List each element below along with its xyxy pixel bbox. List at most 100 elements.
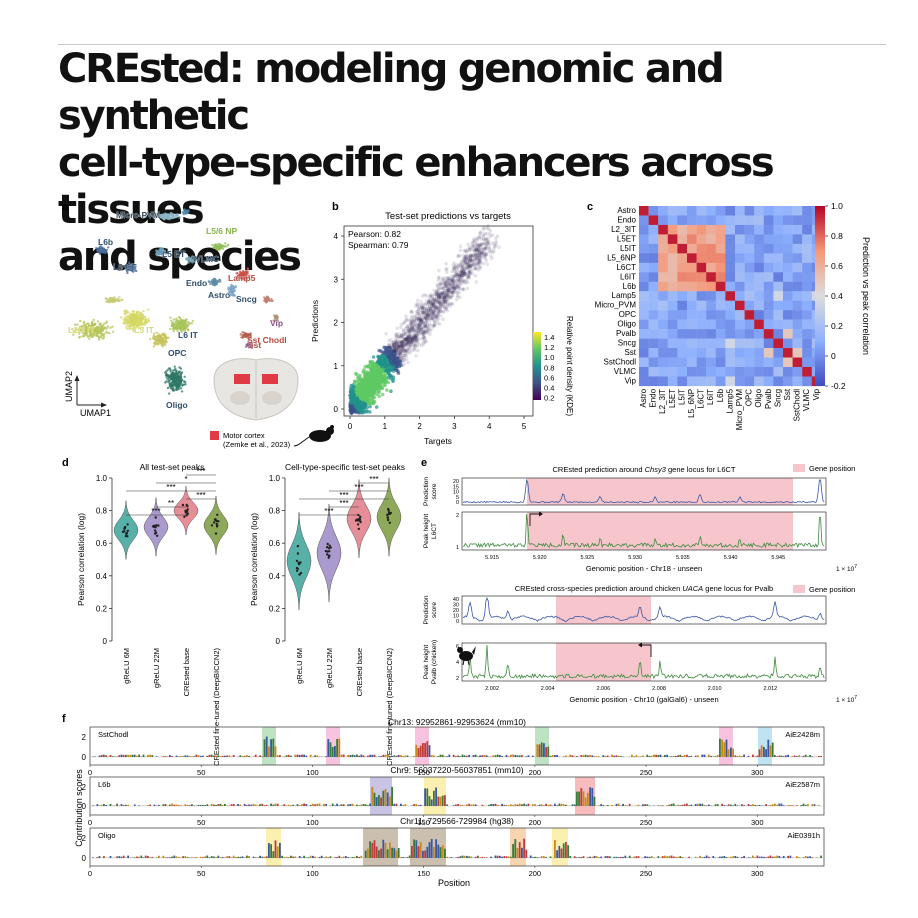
heatmap-col-label: SstChodl bbox=[793, 389, 802, 422]
heatmap-cell bbox=[658, 310, 668, 320]
motor-cortex-swatch bbox=[210, 431, 219, 440]
violin-y-label: Pearson correlation (log) bbox=[249, 513, 259, 606]
heatmap-cell bbox=[648, 376, 659, 387]
scatter-point bbox=[483, 253, 488, 257]
scatter-point bbox=[415, 326, 420, 331]
motor-cortex-label: Motor cortex bbox=[223, 431, 265, 440]
heatmap-cell bbox=[696, 291, 707, 301]
heatmap-cell bbox=[677, 253, 688, 264]
heatmap-cell bbox=[648, 272, 659, 282]
scatter-point bbox=[409, 309, 413, 314]
scatter-point bbox=[409, 336, 413, 341]
contribution-logo-bar bbox=[111, 756, 114, 757]
heatmap-cell bbox=[639, 272, 649, 282]
violin-point bbox=[388, 521, 391, 524]
umap-point bbox=[191, 319, 194, 323]
heatmap-cell bbox=[658, 376, 668, 387]
umap-point bbox=[176, 326, 179, 330]
violin-shape bbox=[113, 500, 139, 560]
umap-point bbox=[124, 322, 127, 325]
scatter-point bbox=[484, 237, 489, 241]
density-colorbar-tick: 0.4 bbox=[544, 383, 554, 392]
heatmap-cell bbox=[687, 291, 697, 301]
heatmap-cell bbox=[744, 253, 755, 264]
heatmap-cell bbox=[696, 234, 707, 245]
contribution-logo-bar bbox=[120, 754, 123, 757]
umap-point bbox=[184, 383, 187, 386]
heatmap-cell bbox=[648, 300, 659, 311]
contribution-logo-bar bbox=[138, 754, 140, 757]
genome-x-label: Genomic position - Chr18 - unseen bbox=[586, 564, 702, 573]
heatmap-col-label: OPC bbox=[745, 389, 754, 407]
heatmap-col-label: Pvalb bbox=[764, 388, 773, 409]
umap-point bbox=[78, 336, 81, 339]
heatmap-cell bbox=[639, 215, 649, 226]
scatter-point bbox=[467, 248, 472, 253]
umap-point bbox=[99, 250, 102, 253]
umap-point bbox=[86, 328, 89, 331]
heatmap-cell bbox=[783, 291, 793, 301]
umap-point bbox=[153, 213, 157, 216]
umap-point bbox=[130, 267, 133, 270]
heatmap-cell bbox=[725, 319, 736, 330]
scatter-point bbox=[423, 323, 427, 327]
umap-point bbox=[276, 319, 279, 323]
scatter-point bbox=[407, 340, 411, 344]
umap-point bbox=[246, 267, 249, 270]
umap-point bbox=[153, 216, 156, 220]
umap-point bbox=[173, 365, 176, 368]
genome-x-tick-label: 5.920 bbox=[533, 555, 547, 561]
scatter-point bbox=[378, 362, 382, 366]
scatter-point bbox=[404, 314, 408, 318]
heatmap-cell bbox=[677, 291, 688, 301]
umap-point bbox=[214, 243, 217, 246]
violin-y-tick-label: 0.8 bbox=[269, 507, 281, 516]
umap-point bbox=[143, 323, 147, 326]
heatmap-cell bbox=[735, 300, 745, 311]
contribution-logo-bar bbox=[144, 756, 147, 757]
scatter-point bbox=[381, 358, 386, 362]
heatmap-cell bbox=[744, 234, 755, 245]
heatmap-cell bbox=[648, 243, 659, 254]
umap-point bbox=[177, 373, 180, 376]
heatmap-cell bbox=[802, 300, 812, 311]
heatmap-cell bbox=[667, 329, 678, 339]
heatmap-cell bbox=[725, 281, 736, 292]
scatter-point bbox=[399, 333, 404, 337]
heatmap-cell bbox=[763, 243, 774, 254]
heatmap-cell bbox=[706, 272, 716, 282]
heatmap-cell bbox=[802, 366, 812, 377]
scatter-point bbox=[408, 351, 413, 355]
heatmap-cell bbox=[744, 357, 755, 368]
umap-point bbox=[74, 327, 77, 330]
contribution-logo-bar bbox=[224, 755, 226, 757]
scatter-point bbox=[439, 300, 443, 305]
heatmap-cell bbox=[773, 215, 784, 226]
violin-point bbox=[157, 524, 160, 527]
scatter-point bbox=[430, 304, 434, 309]
heatmap-cell bbox=[715, 253, 726, 264]
genome-y-label: score bbox=[431, 602, 438, 618]
heatmap-cell bbox=[735, 291, 745, 301]
umap-point bbox=[101, 250, 104, 253]
heatmap-cell bbox=[667, 376, 678, 387]
violin-point bbox=[356, 518, 359, 521]
scatter-point bbox=[445, 270, 449, 275]
contribution-logo-bar bbox=[129, 754, 132, 757]
heatmap-cell bbox=[744, 338, 755, 349]
panel-c: c AstroEndoL2_3ITL5ETL5ITL5_6NPL6CTL6ITL… bbox=[587, 201, 871, 430]
heatmap-cell bbox=[677, 234, 688, 245]
heatmap-cell bbox=[667, 300, 678, 311]
violin-point bbox=[328, 554, 331, 557]
heatmap-cell bbox=[639, 281, 649, 292]
umap-point bbox=[144, 215, 147, 218]
umap-point bbox=[185, 257, 189, 260]
heatmap-cell bbox=[735, 234, 745, 245]
heatmap-cell bbox=[706, 310, 716, 320]
contribution-logo-bar bbox=[100, 754, 103, 757]
heatmap-cell bbox=[783, 310, 793, 320]
heatmap-cell bbox=[792, 272, 803, 282]
genome-y-tick-label: 2 bbox=[456, 676, 459, 682]
scatter-point bbox=[348, 390, 353, 395]
